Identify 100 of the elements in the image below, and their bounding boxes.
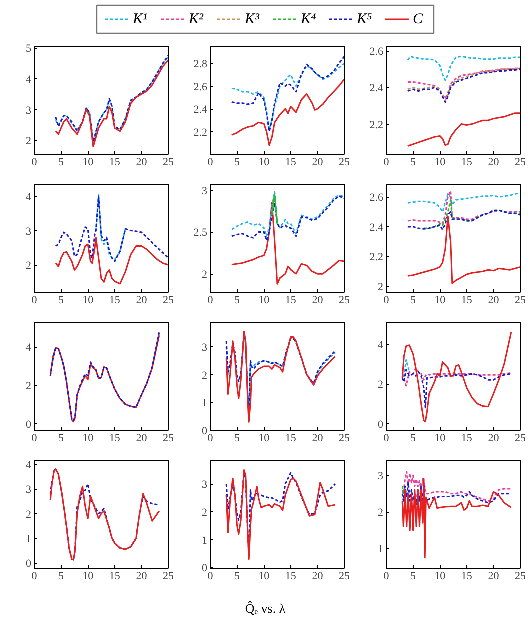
x-tick-label: 25 [339, 570, 350, 582]
y-tick-label: 1 [378, 544, 384, 556]
x-tick-label: 20 [488, 570, 500, 582]
x-tick-label: 20 [488, 156, 500, 168]
y-tick-label: 2 [378, 507, 384, 520]
y-tick-label: 4 [26, 342, 32, 354]
y-tick-label: 3 [202, 342, 208, 354]
y-tick-label: 0 [378, 418, 384, 431]
x-tick-label: 25 [163, 156, 174, 168]
legend-label: K⁴ [300, 12, 316, 28]
x-tick-label: 10 [82, 294, 94, 306]
x-tick-label: 20 [136, 156, 148, 168]
y-tick-label: 2.6 [194, 81, 208, 94]
x-tick-label: 25 [515, 294, 526, 306]
legend-label: K¹ [132, 12, 148, 28]
y-tick-label: 2.2 [370, 252, 384, 264]
x-tick-label: 10 [258, 156, 270, 168]
x-tick-label: 5 [58, 432, 65, 444]
x-tick-label: 25 [163, 432, 174, 444]
y-tick-label: 2.4 [194, 104, 208, 116]
x-tick-label: 15 [461, 294, 473, 306]
y-tick-label: 2.6 [370, 192, 384, 204]
y-tick-label: 1 [202, 398, 208, 410]
x-tick-label: 20 [136, 432, 148, 444]
x-tick-label: 25 [339, 294, 350, 306]
y-tick-label: 4 [26, 74, 32, 86]
y-tick-label: 0 [26, 558, 32, 570]
x-tick-label: 20 [488, 432, 500, 444]
y-tick-label: 5 [26, 43, 32, 56]
y-tick-label: 3 [202, 185, 208, 198]
y-tick-label: 3 [378, 470, 384, 483]
x-tick-label: 5 [234, 432, 241, 444]
x-tick-label: 20 [488, 294, 500, 306]
y-tick-label: 2 [26, 508, 32, 521]
x-tick-label: 15 [285, 432, 297, 444]
legend-label: C [413, 12, 424, 28]
x-tick-label: 15 [109, 432, 121, 444]
x-tick-label: 15 [109, 570, 121, 582]
x-tick-label: 15 [461, 570, 473, 582]
y-tick-label: 4 [26, 459, 32, 472]
x-tick-label: 5 [58, 294, 65, 306]
x-tick-label: 15 [461, 156, 473, 168]
y-tick-label: 2 [26, 136, 32, 148]
x-tick-label: 25 [163, 294, 174, 306]
x-tick-label: 15 [109, 156, 121, 168]
y-tick-label: 2 [378, 282, 384, 294]
x-tick-label: 15 [285, 570, 297, 582]
y-tick-label: 3 [202, 479, 208, 492]
x-tick-label: 25 [515, 570, 526, 582]
x-tick-label: 20 [136, 294, 148, 306]
y-tick-label: 2.2 [194, 126, 208, 139]
x-tick-label: 5 [410, 156, 417, 168]
x-tick-label: 10 [434, 432, 446, 444]
x-tick-label: 20 [312, 570, 324, 582]
x-tick-label: 10 [82, 156, 94, 168]
y-tick-label: 2 [202, 506, 208, 519]
y-tick-label: 2 [26, 380, 32, 392]
text: Q̂ₑ vs. λ [245, 600, 286, 616]
y-tick-label: 2.5 [194, 227, 208, 240]
x-tick-label: 5 [234, 294, 241, 306]
y-tick-label: 1 [202, 534, 208, 547]
x-tick-label: 10 [434, 294, 446, 306]
x-tick-label: 10 [434, 570, 446, 582]
x-tick-label: 15 [461, 432, 473, 444]
x-tick-label: 20 [312, 432, 324, 444]
x-tick-label: 15 [285, 156, 297, 168]
y-tick-label: 3 [26, 226, 32, 238]
x-tick-label: 20 [136, 570, 148, 582]
y-tick-label: 3 [26, 104, 32, 117]
legend-label: K² [188, 12, 204, 28]
y-tick-label: 0 [26, 418, 32, 431]
x-tick-label: 5 [58, 156, 65, 168]
x-tick-label: 10 [434, 156, 446, 168]
x-tick-label: 5 [234, 570, 241, 582]
y-tick-label: 2.4 [370, 222, 384, 234]
y-tick-label: 2.2 [370, 119, 384, 132]
x-tick-label: 15 [109, 294, 121, 306]
legend-label: K³ [244, 12, 260, 28]
x-tick-label: 25 [515, 432, 526, 444]
x-tick-label: 25 [339, 156, 350, 168]
y-tick-label: 2.4 [370, 82, 384, 95]
x-tick-label: 25 [339, 432, 350, 444]
y-tick-label: 3 [26, 484, 32, 496]
x-tick-label: 10 [258, 570, 270, 582]
y-tick-label: 2.8 [194, 58, 208, 71]
x-tick-label: 20 [312, 156, 324, 168]
x-tick-label: 10 [258, 294, 270, 306]
y-tick-label: 2 [202, 269, 208, 282]
legend-label: K⁵ [356, 12, 372, 28]
y-tick-label: 2 [26, 260, 32, 272]
x-tick-label: 5 [410, 294, 417, 306]
y-tick-label: 2 [202, 370, 208, 382]
y-tick-label: 4 [378, 339, 384, 352]
x-tick-label: 10 [82, 432, 94, 444]
y-tick-label: 1 [26, 533, 32, 546]
x-tick-label: 15 [285, 294, 297, 306]
x-tick-label: 25 [515, 156, 526, 168]
y-tick-label: 2.6 [370, 46, 384, 58]
x-tick-label: 5 [410, 570, 417, 582]
x-tick-label: 5 [234, 156, 241, 168]
